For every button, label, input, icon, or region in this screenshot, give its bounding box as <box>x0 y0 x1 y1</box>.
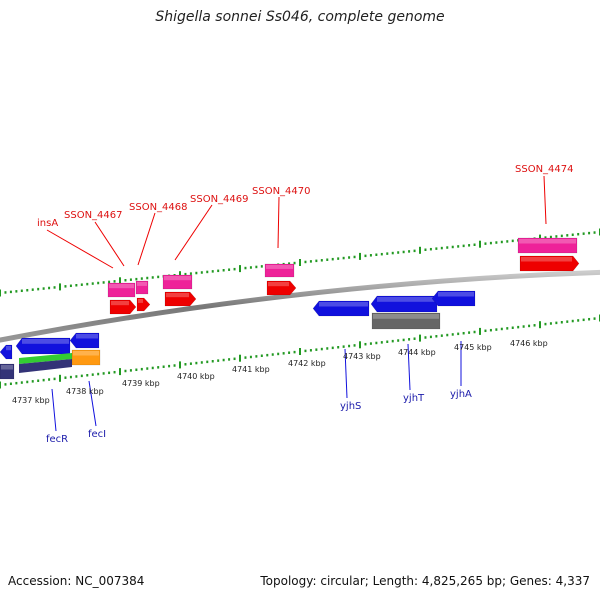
cds-box-4469-shine <box>164 276 191 281</box>
gene-label-yjhA: yjhA <box>450 389 472 400</box>
cds-box-4474-shine <box>519 239 576 244</box>
leader-fecI <box>88 380 97 427</box>
gene-arrow-fecI <box>69 332 100 349</box>
gene-label-yjhS: yjhS <box>340 401 361 412</box>
feature-green <box>19 353 72 364</box>
cds-box-4470 <box>264 263 295 278</box>
leader-sson-4469 <box>174 204 213 261</box>
gene-arrow-yjhT-shine <box>377 297 436 302</box>
tick-label-4745: 4745 kbp <box>454 343 492 352</box>
leader-sson-4468 <box>137 212 156 266</box>
forward-strand-ruler <box>0 228 600 297</box>
genome-summary-text: Topology: circular; Length: 4,825,265 bp… <box>260 574 590 588</box>
gene-arrow-yjhA-shine <box>438 292 474 297</box>
leader-yjhS <box>344 348 348 399</box>
gene-arrow-4467-shine <box>111 301 129 306</box>
tick-label-4744: 4744 kbp <box>398 348 436 357</box>
cds-box-4469 <box>162 274 193 290</box>
gene-arrow-4468 <box>136 297 151 312</box>
reverse-strand-ruler <box>0 314 600 389</box>
gene-label-fecI: fecI <box>88 429 106 440</box>
gene-label-sson-4470: SSON_4470 <box>252 186 311 197</box>
gene-label-fecR: fecR <box>46 434 68 445</box>
chromosome-backbone <box>0 269 600 343</box>
gene-arrow-left-edge-shine <box>6 346 11 351</box>
accession-text: Accession: NC_007384 <box>8 574 145 588</box>
cds-box-4467-shine <box>109 284 134 289</box>
gene-label-sson-4468: SSON_4468 <box>129 202 188 213</box>
leader-sson-4467 <box>94 221 125 267</box>
cds-box-left-edge-shine <box>1 365 13 370</box>
tick-label-4738: 4738 kbp <box>66 387 104 396</box>
map-title: Shigella sonnei Ss046, complete genome <box>155 9 445 25</box>
gene-arrow-yjhS <box>312 300 370 317</box>
tick-labels: 4737 kbp 4738 kbp 4739 kbp 4740 kbp 4741… <box>12 339 548 405</box>
cds-box-left-edge <box>0 363 15 380</box>
leader-sson-4474 <box>543 175 547 225</box>
gene-arrow-yjhA <box>431 290 476 307</box>
gene-arrow-fecR-shine <box>22 339 69 344</box>
leader-yjhT <box>407 343 411 391</box>
tick-label-4737: 4737 kbp <box>12 396 50 405</box>
gene-features <box>0 237 580 380</box>
tick-label-4740: 4740 kbp <box>177 372 215 381</box>
leader-insA <box>46 229 114 269</box>
feature-navy <box>19 359 72 373</box>
tick-label-4741: 4741 kbp <box>232 365 270 374</box>
cds-box-4470-shine <box>266 265 293 269</box>
gene-arrow-4467 <box>109 299 137 315</box>
gene-label-sson-4474: SSON_4474 <box>515 164 574 175</box>
tick-label-4743: 4743 kbp <box>343 352 381 361</box>
cds-box-4467 <box>107 282 136 298</box>
gene-arrow-4474-shine <box>521 257 572 262</box>
gene-label-insA: insA <box>37 218 58 229</box>
cds-box-4468-shine <box>137 282 147 286</box>
upper-gene-labels: insA SSON_4467 SSON_4468 SSON_4469 SSON_… <box>37 164 574 229</box>
gene-arrow-4470-shine <box>268 282 289 287</box>
feature-orange <box>71 349 101 366</box>
gene-arrow-left-edge <box>0 344 13 360</box>
lower-gene-labels: fecR fecI yjhS yjhT yjhA <box>46 389 472 445</box>
gene-arrow-fecI-shine <box>76 334 98 339</box>
leader-sson-4470 <box>277 196 280 249</box>
leader-fecR <box>51 388 57 432</box>
gene-label-yjhT: yjhT <box>403 393 425 404</box>
gene-arrow-4469-shine <box>166 293 189 298</box>
cds-box-4474 <box>517 237 578 254</box>
gene-label-sson-4469: SSON_4469 <box>190 194 249 205</box>
gene-arrow-yjhS-shine <box>319 302 368 307</box>
tick-label-4746: 4746 kbp <box>510 339 548 348</box>
tick-label-4742: 4742 kbp <box>288 359 326 368</box>
label-leaders <box>46 175 547 432</box>
gene-arrow-4474 <box>519 255 580 272</box>
gene-arrow-4470 <box>266 280 297 296</box>
tick-label-4739: 4739 kbp <box>122 379 160 388</box>
feature-orange-shine <box>73 351 99 356</box>
cds-box-yjhT-shine <box>373 314 439 319</box>
gene-arrow-4469 <box>164 291 197 307</box>
gene-arrow-fecR <box>15 337 71 355</box>
gene-label-sson-4467: SSON_4467 <box>64 210 123 221</box>
cds-box-4468 <box>135 280 149 295</box>
gene-arrow-4468-shine <box>138 299 143 303</box>
cds-box-yjhT <box>371 312 441 330</box>
